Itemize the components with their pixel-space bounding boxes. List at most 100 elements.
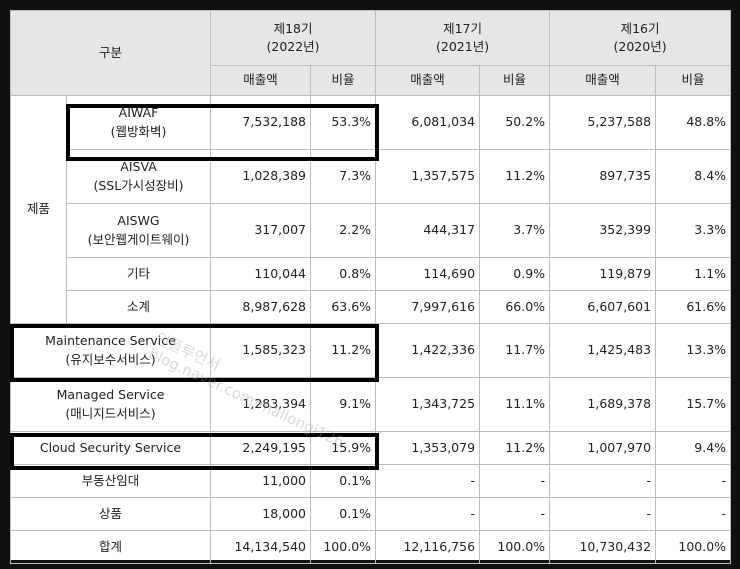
row-label-line2: (웹방화벽): [110, 123, 167, 139]
revenue-table: 구분 제18기 (2022년) 제17기 (2021년) 제16기 (2020년…: [9, 10, 732, 564]
row-label-line1: AIWAF: [118, 105, 159, 121]
header-ratio: 비율: [479, 65, 551, 96]
table-row: 상품 18,000 0.1% - - - -: [9, 497, 732, 531]
cell-ratio: 11.2%: [479, 431, 551, 465]
cell-ratio: 8.4%: [655, 149, 732, 204]
header-period-year: (2020년): [613, 39, 667, 54]
row-label-line1: Maintenance Service: [45, 333, 176, 349]
cell-ratio: 50.2%: [479, 95, 551, 150]
cell-ratio: -: [479, 497, 551, 531]
cell-ratio: 48.8%: [655, 95, 732, 150]
table-row: 소계 8,987,628 63.6% 7,997,616 66.0% 6,607…: [11, 290, 732, 324]
cell-ratio: 1.1%: [655, 257, 732, 291]
cell-sales: 114,690: [375, 257, 481, 291]
row-label: 소계: [65, 290, 212, 324]
cell-sales: 6,607,601: [549, 290, 657, 324]
cell-ratio: 15.7%: [655, 377, 732, 432]
table-row: 기타 110,044 0.8% 114,690 0.9% 119,879 1.1…: [11, 257, 732, 291]
revenue-table-sheet: 구분 제18기 (2022년) 제17기 (2021년) 제16기 (2020년…: [9, 10, 732, 564]
header-period-year: (2021년): [436, 39, 490, 54]
cell-ratio: 53.3%: [310, 95, 377, 150]
header-period-name: 제17기: [443, 20, 482, 36]
cell-ratio: 9.1%: [310, 377, 377, 432]
header-period-year: (2022년): [266, 39, 320, 54]
cell-sales: 1,422,336: [375, 323, 481, 378]
row-label-line2: (매니지드서비스): [65, 405, 156, 421]
row-label: 합계: [9, 530, 212, 564]
table-row: Cloud Security Service 2,249,195 15.9% 1…: [9, 431, 732, 465]
cell-sales: 110,044: [210, 257, 312, 291]
row-label: AISWG (보안웹게이트웨이): [65, 203, 212, 258]
cell-sales: 7,532,188: [210, 95, 312, 150]
header-period-18: 제18기 (2022년): [210, 10, 377, 66]
row-label-line1: AISVA: [120, 159, 157, 175]
cell-ratio: 3.7%: [479, 203, 551, 258]
cell-ratio: 15.9%: [310, 431, 377, 465]
cell-sales: 1,028,389: [210, 149, 312, 204]
cell-sales: 18,000: [210, 497, 312, 531]
header-ratio: 비율: [310, 65, 377, 96]
cell-ratio: 100.0%: [655, 530, 732, 564]
cell-sales: 1,353,079: [375, 431, 481, 465]
cell-ratio: 9.4%: [655, 431, 732, 465]
cell-sales: 1,007,970: [549, 431, 657, 465]
header-ratio: 비율: [655, 65, 732, 96]
cell-sales: 119,879: [549, 257, 657, 291]
cell-sales: 12,116,756: [375, 530, 481, 564]
table-row: Maintenance Service (유지보수서비스) 1,585,323 …: [9, 323, 732, 378]
header-period-name: 제16기: [620, 20, 660, 36]
header-sales: 매출액: [549, 65, 657, 96]
table-row: 부동산임대 11,000 0.1% - - - -: [9, 464, 732, 498]
cell-sales: 444,317: [375, 203, 481, 258]
cell-ratio: 100.0%: [310, 530, 377, 564]
header-period-17: 제17기 (2021년): [375, 10, 551, 66]
cell-sales: 11,000: [210, 464, 312, 498]
cell-sales: 6,081,034: [375, 95, 481, 150]
cell-ratio: 13.3%: [655, 323, 732, 378]
cell-sales: -: [375, 464, 481, 498]
row-label-line1: AISWG: [117, 213, 160, 229]
cell-ratio: 0.1%: [310, 497, 377, 531]
cell-sales: -: [375, 497, 481, 531]
cell-sales: 1,283,394: [210, 377, 312, 432]
row-label: 기타: [65, 257, 212, 291]
row-label-line2: (유지보수서비스): [65, 351, 156, 367]
row-label: 부동산임대: [9, 464, 212, 498]
cell-sales: 10,730,432: [549, 530, 657, 564]
row-label: Managed Service (매니지드서비스): [9, 377, 212, 432]
cell-ratio: 7.3%: [310, 149, 377, 204]
cell-sales: 14,134,540: [210, 530, 312, 564]
cell-ratio: 0.8%: [310, 257, 377, 291]
cell-sales: 1,689,378: [549, 377, 657, 432]
cell-sales: 352,399: [549, 203, 657, 258]
row-label: Cloud Security Service: [9, 431, 212, 465]
row-label: 상품: [9, 497, 212, 531]
cell-ratio: 63.6%: [310, 290, 377, 324]
cell-sales: -: [549, 497, 657, 531]
cell-ratio: 0.9%: [479, 257, 551, 291]
cell-sales: 5,237,588: [549, 95, 657, 150]
row-label: Maintenance Service (유지보수서비스): [9, 323, 212, 378]
cell-sales: -: [549, 464, 657, 498]
cell-ratio: -: [479, 464, 551, 498]
row-label-line1: Managed Service: [56, 387, 165, 403]
cell-ratio: 61.6%: [655, 290, 732, 324]
cell-ratio: 2.2%: [310, 203, 377, 258]
cell-ratio: 0.1%: [310, 464, 377, 498]
header-period-name: 제18기: [273, 20, 313, 36]
cell-ratio: 66.0%: [479, 290, 551, 324]
cell-sales: 1,425,483: [549, 323, 657, 378]
cell-ratio: 11.2%: [479, 149, 551, 204]
table-row: 합계 14,134,540 100.0% 12,116,756 100.0% 1…: [9, 530, 732, 564]
cell-sales: 1,357,575: [375, 149, 481, 204]
cell-ratio: 100.0%: [479, 530, 551, 564]
table-row: 제품 AIWAF (웹방화벽) 7,532,188 53.3% 6,081,03…: [10, 95, 732, 324]
table-row: Managed Service (매니지드서비스) 1,283,394 9.1%…: [9, 377, 732, 432]
cell-sales: 7,997,616: [375, 290, 481, 324]
table-row: AISVA (SSL가시성장비) 1,028,389 7.3% 1,357,57…: [11, 149, 732, 204]
cell-ratio: 11.2%: [310, 323, 377, 378]
cell-ratio: -: [655, 464, 732, 498]
group-label-products: 제품: [10, 95, 67, 324]
row-label: AISVA (SSL가시성장비): [65, 149, 212, 204]
header-period-16: 제16기 (2020년): [549, 10, 732, 66]
